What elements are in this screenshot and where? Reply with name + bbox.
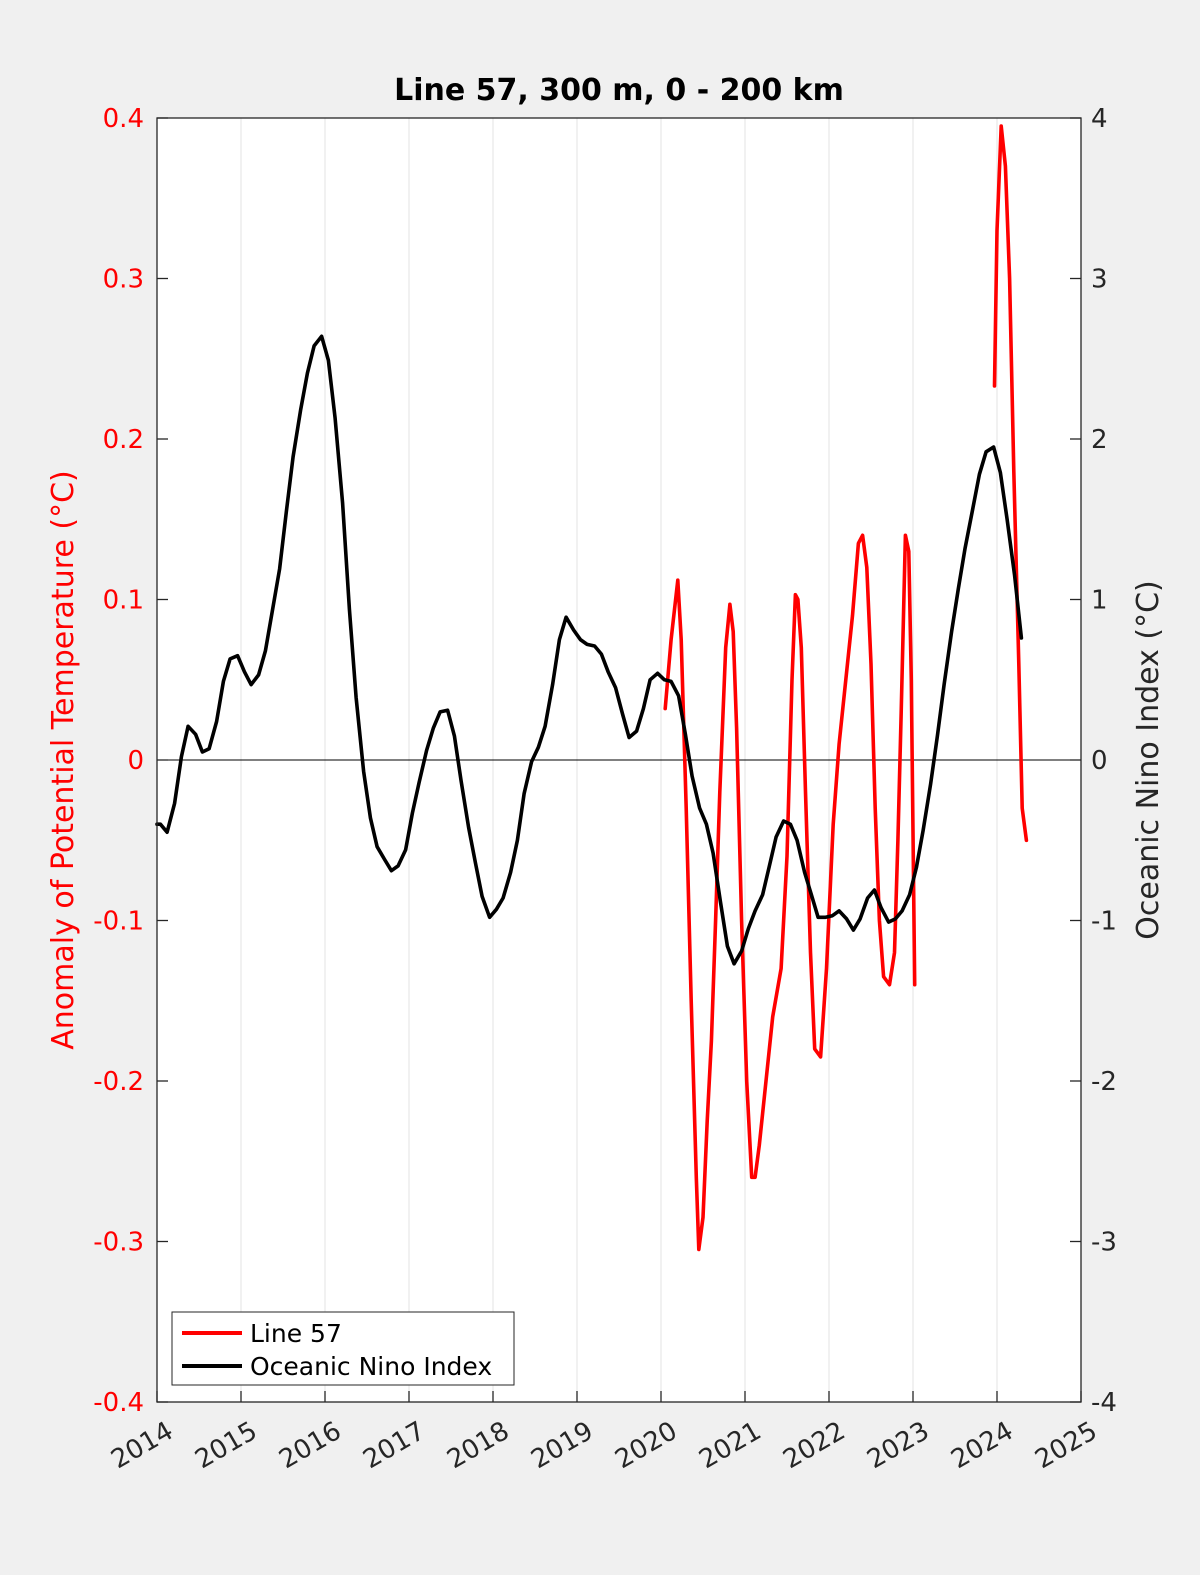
x-tick-label: 2016 <box>274 1416 346 1475</box>
left-tick-label: -0.1 <box>93 907 144 937</box>
x-tick-label: 2022 <box>778 1416 850 1475</box>
x-tick-label: 2020 <box>610 1416 682 1475</box>
x-tick-label: 2017 <box>358 1416 430 1475</box>
left-axis-label: Anomaly of Potential Temperature (°C) <box>46 470 81 1049</box>
x-tick-label: 2018 <box>442 1416 514 1475</box>
right-tick-label: 2 <box>1091 425 1108 455</box>
legend-label-line-57: Line 57 <box>250 1319 342 1348</box>
left-tick-label: 0.4 <box>103 104 144 134</box>
left-tick-label: 0.3 <box>103 265 144 295</box>
right-tick-label: 1 <box>1091 586 1108 616</box>
x-tick-label: 2024 <box>946 1416 1018 1475</box>
legend-label-oni: Oceanic Nino Index <box>250 1352 492 1381</box>
left-tick-label: -0.4 <box>93 1388 144 1418</box>
legend[interactable]: Line 57 Oceanic Nino Index <box>171 1311 515 1386</box>
legend-box <box>171 1311 515 1386</box>
right-tick-label: -2 <box>1091 1067 1117 1097</box>
series-line-57 <box>992 124 1029 843</box>
x-tick-label: 2025 <box>1030 1416 1102 1475</box>
x-tick-label: 2019 <box>526 1416 598 1475</box>
left-tick-label: 0.2 <box>103 425 144 455</box>
left-tick-label: -0.3 <box>93 1228 144 1258</box>
series-oceanic-nino-index <box>155 334 1024 966</box>
right-tick-label: -4 <box>1091 1388 1117 1418</box>
x-tick-label: 2021 <box>694 1416 766 1475</box>
right-tick-label: -1 <box>1091 907 1117 937</box>
right-axis-label: Oceanic Nino Index (°C) <box>1131 580 1166 940</box>
left-tick-label: 0 <box>127 746 144 776</box>
left-tick-label: -0.2 <box>93 1067 144 1097</box>
right-tick-label: -3 <box>1091 1228 1117 1258</box>
right-tick-label: 4 <box>1091 104 1108 134</box>
x-tick-label: 2015 <box>190 1416 262 1475</box>
x-tick-label: 2023 <box>862 1416 934 1475</box>
series-layer <box>155 124 1029 1252</box>
right-tick-label: 0 <box>1091 746 1108 776</box>
chart-title: Line 57, 300 m, 0 - 200 km <box>394 73 844 108</box>
series-line-57 <box>663 533 917 1252</box>
x-tick-label: 2014 <box>106 1416 178 1475</box>
right-tick-label: 3 <box>1091 265 1108 295</box>
left-tick-label: 0.1 <box>103 586 144 616</box>
